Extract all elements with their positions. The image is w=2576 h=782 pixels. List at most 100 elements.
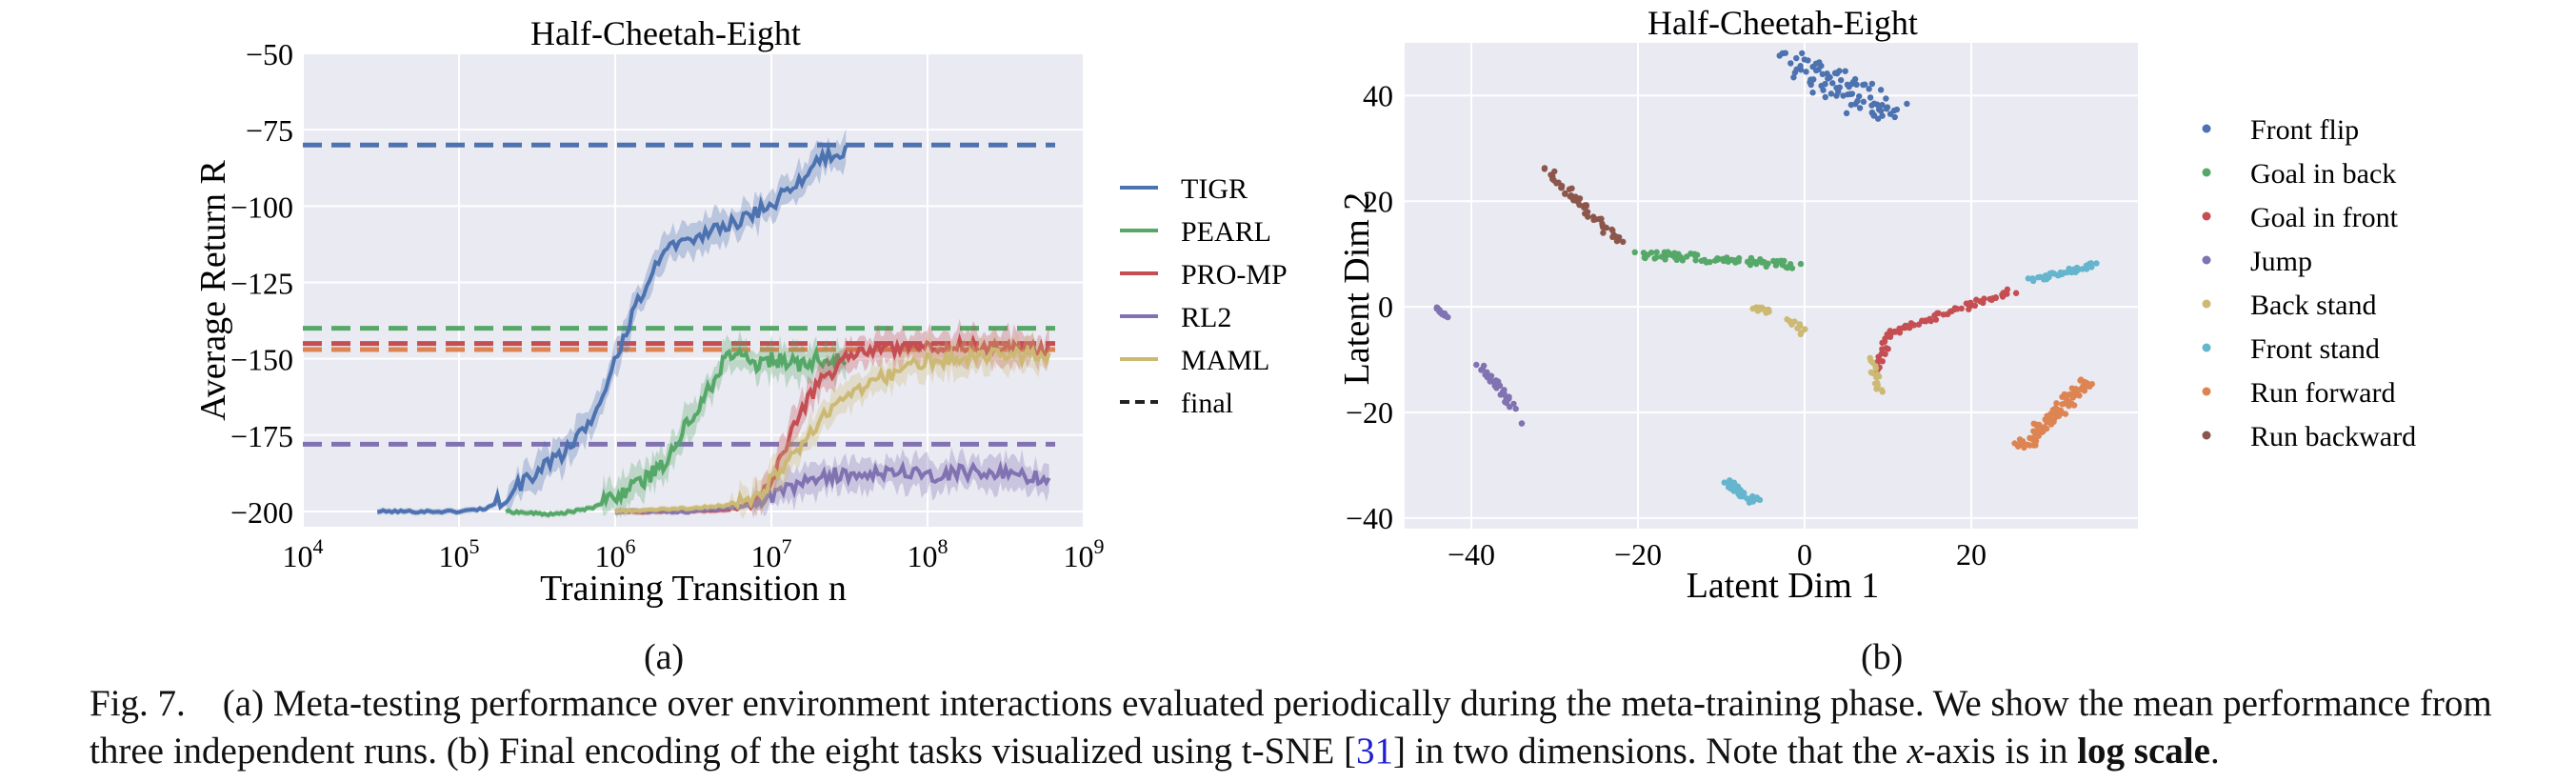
chart-b-point: [1833, 70, 1841, 77]
chart-b-title: Half-Cheetah-Eight: [1647, 4, 1918, 42]
chart-b-point: [1488, 378, 1495, 385]
chart-b-point: [2074, 267, 2081, 273]
chart-b-point: [1584, 209, 1591, 215]
chart-b-point: [1869, 370, 1876, 376]
chart-b-point: [1860, 81, 1867, 89]
chart-b-point: [1720, 257, 1727, 265]
chart-b-point: [1788, 321, 1795, 328]
chart-b-point: [2011, 440, 2018, 447]
chart-b-point: [1603, 224, 1610, 231]
chart-b-point: [1842, 68, 1848, 74]
chart-b-x-tick-label: 0: [1797, 537, 1812, 571]
chart-b-legend-label: Goal in back: [2250, 158, 2396, 190]
chart-b-x-axis-label: Latent Dim 1: [1687, 566, 1880, 606]
chart-b-point: [2078, 376, 2085, 383]
chart-a-series-band: [615, 318, 1049, 517]
chart-b-point: [1868, 109, 1876, 116]
chart-b-point: [2047, 416, 2054, 424]
chart-a-x-tick-labels: 104 105 106 107 108 109: [283, 534, 1105, 573]
chart-b-legend-marker: [2202, 387, 2211, 396]
chart-b-legend-label: Back stand: [2250, 290, 2376, 321]
chart-a-legend-label: MAML: [1181, 345, 1269, 376]
chart-b-point: [1585, 213, 1591, 220]
chart-a-y-tick-label: −200: [230, 495, 293, 530]
chart-b-point: [1507, 404, 1513, 411]
chart-b-point: [1879, 102, 1886, 109]
chart-a-legend: TIGR PEARL PRO-MP RL2 MAML final: [1120, 173, 1288, 419]
chart-b-point: [2093, 260, 2100, 267]
chart-b-point: [1958, 305, 1965, 312]
chart-b-point: [1747, 254, 1755, 262]
chart-b-y-tick-label: 0: [1378, 290, 1393, 324]
chart-b-y-axis-label: Latent Dim 2: [1337, 192, 1377, 386]
chart-b-point: [1927, 315, 1933, 322]
chart-b-point: [1675, 251, 1682, 257]
chart-b-point: [1827, 90, 1835, 97]
chart-b-point: [1746, 499, 1753, 506]
chart-b-point: [1933, 310, 1941, 317]
chart-b-point: [1798, 329, 1805, 336]
chart-b-point: [2020, 442, 2027, 450]
citation-link[interactable]: 31: [1356, 731, 1394, 772]
chart-b-point: [1598, 215, 1605, 222]
chart-a-plot-area: [303, 53, 1084, 527]
chart-b-legend-marker: [2202, 299, 2211, 309]
chart-b-point: [1833, 92, 1840, 99]
chart-b-point: [1581, 204, 1588, 211]
chart-b-point: [1874, 115, 1882, 122]
chart-b-point: [1891, 113, 1898, 121]
caption-fig-label: Fig. 7.: [90, 683, 186, 724]
chart-b-plot-area: [1405, 43, 2138, 529]
chart-b-point: [1947, 308, 1954, 315]
chart-a-series-line: [614, 344, 1051, 515]
chart-b-point: [1860, 98, 1867, 106]
subfigure-label-b: (b): [1861, 637, 1904, 677]
chart-b-point: [2087, 260, 2094, 267]
chart-b-point: [1640, 250, 1647, 256]
chart-b-point: [1793, 54, 1800, 62]
chart-b-point: [1653, 253, 1660, 261]
chart-b-point: [1735, 254, 1743, 262]
chart-b-point: [1613, 237, 1621, 245]
chart-b-x-tick-label: 20: [1956, 537, 1987, 571]
chart-b-point: [1801, 56, 1808, 63]
chart-b-point: [1714, 256, 1721, 263]
chart-b-point: [1879, 358, 1886, 365]
caption-text-4: .: [2209, 731, 2220, 772]
chart-b-point: [2034, 274, 2042, 281]
chart-b-point: [1568, 185, 1575, 192]
chart-b-point: [1951, 305, 1959, 311]
chart-b-point: [1809, 63, 1816, 70]
chart-b-point: [1739, 493, 1746, 500]
chart-b-point: [1827, 73, 1833, 81]
chart-b-point: [1873, 101, 1881, 108]
chart-b-point: [2016, 436, 2024, 443]
chart-b-legend-marker: [2202, 343, 2211, 352]
chart-b-point: [1730, 479, 1738, 486]
chart-a-legend-label: RL2: [1181, 302, 1231, 333]
chart-b-y-tick-labels: 40 20 0 −20 −40: [1346, 78, 1393, 534]
chart-a-series-line: [505, 345, 848, 518]
figure-caption: Fig. 7. (a) Meta-testing performance ove…: [90, 680, 2556, 775]
chart-b-point: [2029, 277, 2037, 285]
chart-b-point: [1549, 175, 1556, 183]
chart-b-point: [2065, 391, 2071, 398]
chart-b-point: [1910, 322, 1918, 329]
chart-b-point: [1868, 102, 1875, 109]
chart-b-grid: [1405, 43, 2138, 529]
chart-a-y-tick-label: −150: [230, 343, 293, 377]
chart-b-point: [1893, 106, 1901, 113]
chart-b-point: [1693, 251, 1701, 258]
chart-a-x-tick-label: 109: [1064, 534, 1105, 573]
chart-b-point: [1797, 260, 1805, 268]
chart-b-point: [2036, 421, 2043, 429]
caption-text-1: (a) Meta-testing performance over enviro…: [90, 683, 2492, 772]
subfigure-label-a: (a): [644, 637, 685, 677]
chart-b-legend-marker: [2202, 168, 2211, 177]
chart-b-point: [2088, 380, 2095, 388]
chart-b-point: [1663, 252, 1670, 259]
chart-b-point: [1620, 238, 1627, 246]
chart-b-point: [1793, 66, 1800, 72]
chart-b-legend-label: Run backward: [2250, 421, 2416, 452]
chart-b-point: [1888, 330, 1895, 336]
